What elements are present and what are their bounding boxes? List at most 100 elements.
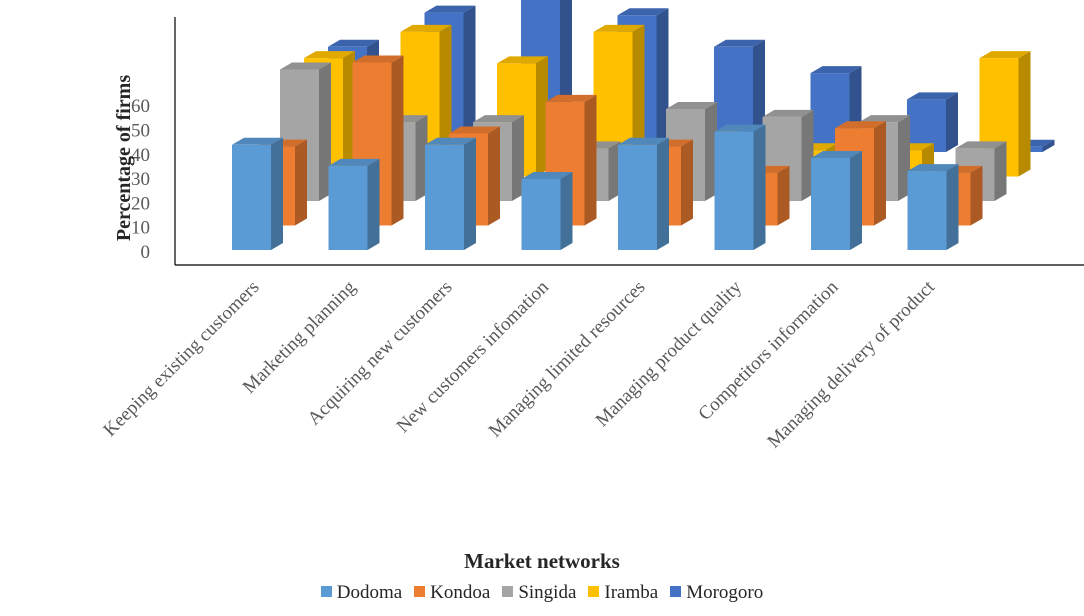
bar-top: [280, 62, 331, 70]
bar-top: [714, 124, 766, 132]
legend-swatch: [414, 586, 426, 597]
bar-side: [777, 165, 790, 226]
bar-top: [328, 39, 379, 47]
bar-top: [907, 164, 959, 172]
bar-side: [463, 5, 476, 152]
bar-side: [367, 158, 380, 250]
bar-side: [512, 115, 524, 201]
bar-side: [874, 121, 886, 226]
category-label: Managing delivery of product: [763, 276, 939, 452]
bar-side: [608, 141, 621, 201]
bar: [232, 137, 283, 250]
bar-side: [1042, 139, 1055, 152]
bar-side: [415, 115, 428, 201]
bar-side: [801, 109, 814, 201]
legend-item: Singida: [502, 582, 576, 604]
y-tick-label: 0: [141, 242, 151, 263]
bar-side: [391, 55, 404, 226]
bar-side: [705, 101, 717, 201]
bar-front: [618, 144, 657, 250]
bar: [907, 164, 959, 250]
bar-top: [835, 121, 886, 129]
bar-side: [584, 94, 597, 226]
bar-side: [970, 165, 983, 226]
bar-side: [319, 62, 331, 201]
bar-top: [618, 137, 669, 145]
bar-top: [521, 171, 573, 179]
bar-top: [762, 109, 814, 117]
bar: [521, 171, 573, 250]
legend-item: Morogoro: [670, 582, 763, 604]
bar: [714, 124, 766, 250]
legend-swatch: [588, 586, 600, 597]
legend-label: Kondoa: [430, 582, 491, 603]
bar-side: [1018, 51, 1031, 177]
bar-front: [425, 144, 464, 250]
y-tick-label: 30: [131, 169, 150, 190]
bar-top: [979, 51, 1031, 59]
y-tick-label: 50: [131, 121, 150, 142]
legend-swatch: [670, 586, 682, 597]
bar-front: [714, 131, 754, 250]
bar-side: [271, 137, 283, 250]
category-label: Managing limited resources: [485, 277, 650, 442]
bar-side: [295, 139, 307, 226]
legend-swatch: [502, 586, 514, 597]
legend: Dodoma Kondoa Singida Iramba Morogoro: [0, 582, 1084, 604]
bar-top: [955, 141, 1007, 149]
bar-top: [328, 158, 380, 166]
bar-top: [449, 126, 500, 134]
legend-label: Singida: [518, 582, 577, 603]
bar-side: [464, 137, 476, 250]
bar-front: [521, 178, 561, 250]
y-tick-label: 10: [131, 218, 150, 239]
y-tick-label: 20: [131, 193, 150, 214]
bar-side: [994, 141, 1007, 201]
bar-top: [593, 24, 645, 32]
legend-label: Morogoro: [686, 582, 764, 603]
bar: [425, 137, 476, 250]
bar-top: [473, 115, 524, 123]
bar-side: [753, 39, 765, 152]
bar: [618, 137, 669, 250]
bar: [328, 158, 380, 250]
bar-side: [681, 139, 693, 226]
bar-side: [536, 56, 548, 177]
category-label: Keeping existing customers: [99, 277, 263, 441]
bar-top: [352, 55, 404, 63]
bar-top: [304, 51, 355, 59]
legend-item: Kondoa: [414, 582, 490, 604]
bar-top: [666, 101, 717, 109]
bar-top: [907, 92, 958, 100]
bar-side: [850, 150, 862, 250]
bar-side: [343, 51, 355, 177]
series-dodoma: [232, 124, 959, 250]
bar-side: [898, 115, 910, 201]
bar-top: [497, 56, 548, 64]
bar-top: [617, 8, 669, 16]
legend-item: Iramba: [588, 582, 658, 604]
bar-side: [560, 171, 573, 250]
y-tick-label: 60: [131, 96, 150, 117]
bar-front: [232, 144, 271, 250]
bar-top: [810, 66, 862, 74]
bar-front: [907, 171, 947, 250]
y-tick-label: 40: [131, 145, 150, 166]
x-axis-title: Market networks: [464, 549, 620, 573]
bar-top: [811, 150, 862, 158]
bar-side: [946, 164, 959, 250]
bar-front: [328, 165, 368, 250]
bar-side: [946, 92, 958, 152]
bar-side: [657, 137, 669, 250]
bar-top: [425, 137, 476, 145]
bar-side: [656, 8, 669, 152]
bar-top: [545, 94, 597, 102]
bar-top: [424, 5, 476, 13]
bar-top: [232, 137, 283, 145]
legend-label: Iramba: [604, 582, 659, 603]
bar-front: [811, 157, 850, 250]
legend-label: Dodoma: [336, 582, 403, 603]
y-axis-title: Percentage of firms: [113, 75, 135, 241]
bar-side: [753, 124, 766, 250]
